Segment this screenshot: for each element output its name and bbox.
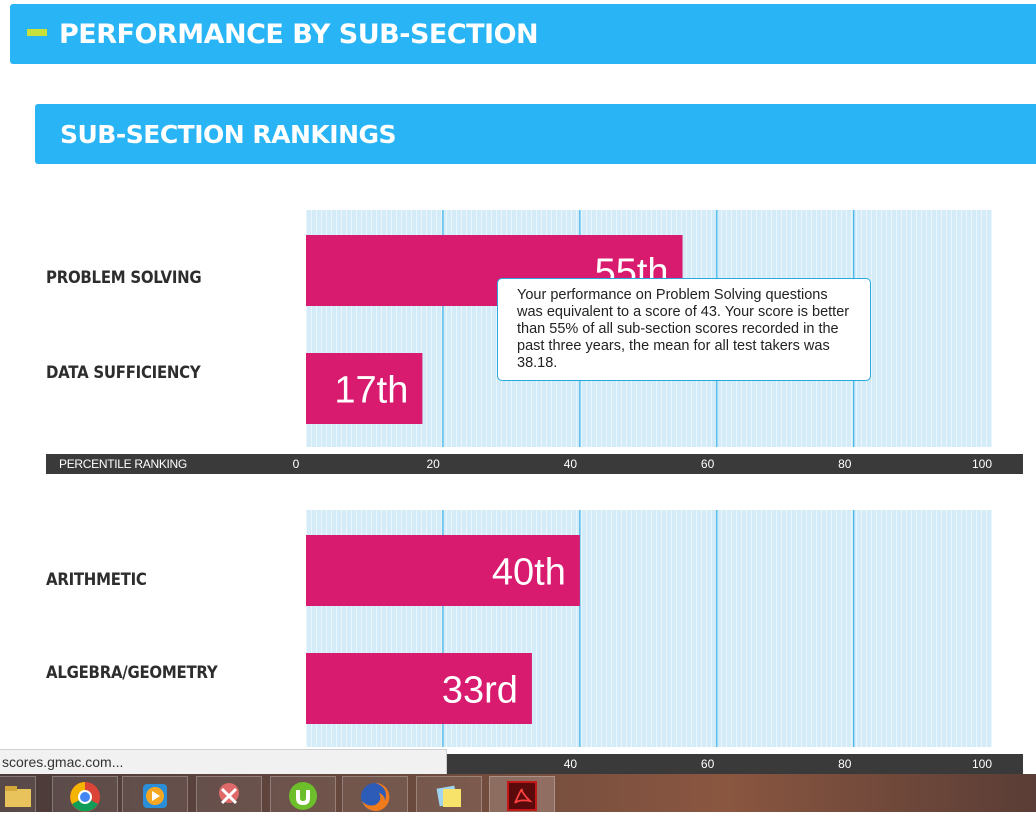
taskbar-chrome[interactable] [52,776,118,812]
section-header: PERFORMANCE BY SUB-SECTION [10,4,1036,64]
subsection-title: SUB-SECTION RANKINGS [60,119,397,149]
sticky-notes-icon [436,785,461,807]
bar-data-sufficiency[interactable] [306,353,423,424]
snipping-tool-icon [219,783,239,805]
x-tick-label: 40 [563,457,578,471]
taskbar-folder[interactable] [0,776,36,812]
score-tooltip: Your performance on Problem Solving ques… [497,278,871,381]
x-tick-label: 40 [563,757,578,771]
x-tick-label: 100 [971,457,993,471]
x-axis-bar-2: 40 60 80 100 [447,754,1023,774]
taskbar-media-player[interactable] [122,776,188,812]
x-tick-label: 60 [700,457,715,471]
x-tick-label: 20 [426,457,440,471]
folder-icon [5,786,31,807]
taskbar-sticky-notes[interactable] [416,776,482,812]
media-player-icon [143,784,167,808]
chart-plot-area-2: 40th 33rd [306,510,992,747]
bar-value-label: 33rd [442,670,518,712]
x-axis-title: PERCENTILE RANKING [59,457,187,471]
x-axis-bar-1: PERCENTILE RANKING 0 20 40 60 80 100 [46,454,1023,474]
browser-status-bar: scores.gmac.com... [0,749,447,774]
x-tick-label: 0 [292,457,300,471]
taskbar-utorrent[interactable] [270,776,336,812]
subsection-header: SUB-SECTION RANKINGS [35,104,1036,164]
category-label-algebra-geometry: ALGEBRA/GEOMETRY [46,663,218,683]
utorrent-icon [289,782,317,810]
chrome-icon [70,782,100,812]
firefox-icon [361,782,390,811]
bar-arithmetic[interactable] [306,535,580,606]
bar-algebra-geometry[interactable] [306,653,532,724]
acrobat-icon [507,781,537,811]
category-label-problem-solving: PROBLEM SOLVING [46,268,202,288]
windows-taskbar [0,774,1036,812]
bar-value-label: 17th [334,370,408,412]
x-tick-label: 80 [838,457,852,471]
taskbar-acrobat[interactable] [489,776,555,812]
taskbar-snipping-tool[interactable] [196,776,262,812]
x-tick-label: 60 [700,757,715,771]
x-tick-label: 80 [838,757,852,771]
chart-2-svg: 40th 33rd [306,510,855,747]
taskbar-firefox[interactable] [342,776,408,812]
page-title: PERFORMANCE BY SUB-SECTION [59,18,539,50]
x-tick-label: 100 [971,757,993,771]
category-label-arithmetic: ARITHMETIC [46,570,147,590]
bar-value-label: 40th [492,552,566,594]
category-label-data-sufficiency: DATA SUFFICIENCY [46,363,201,383]
header-accent-dash [27,28,47,36]
